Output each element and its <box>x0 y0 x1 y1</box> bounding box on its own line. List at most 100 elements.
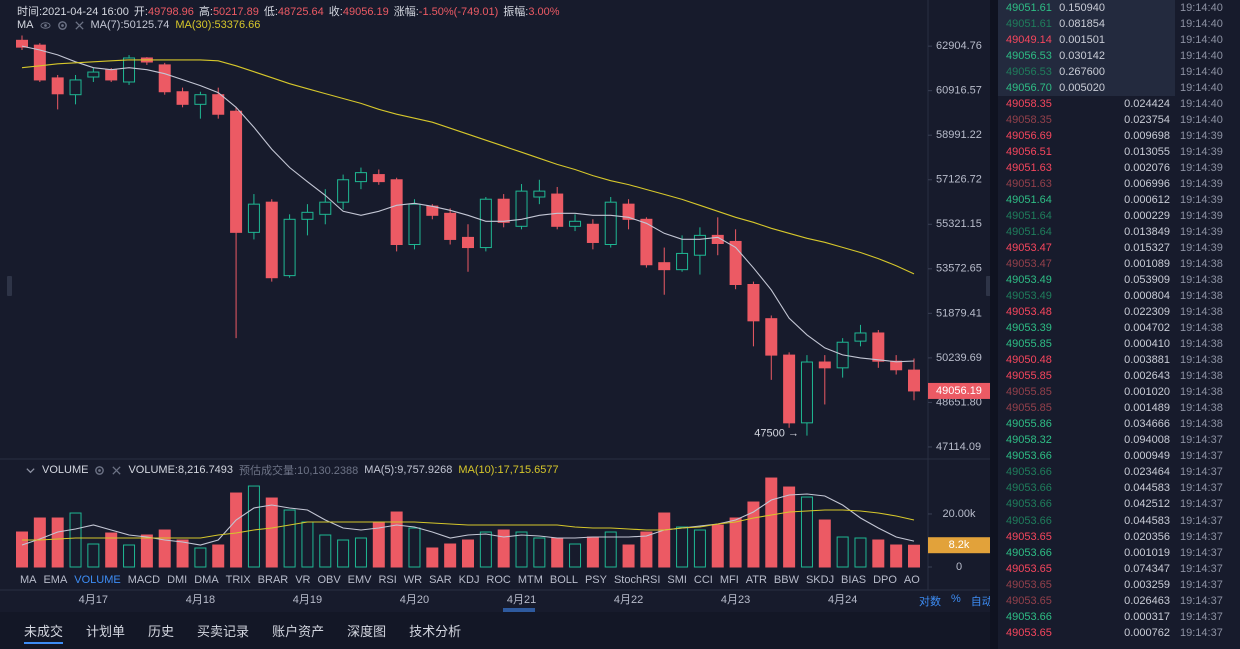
y-tick-label: 48651.80 <box>936 396 982 408</box>
close-icon[interactable] <box>111 465 122 476</box>
splitter[interactable] <box>990 0 998 649</box>
axis-option[interactable]: 自动 <box>970 596 993 608</box>
bottom-tab[interactable]: 未成交 <box>24 621 64 644</box>
volume-bar <box>283 509 296 568</box>
indicator-tab[interactable]: ROC <box>486 574 511 586</box>
trade-row: 49053.66 0.044583 19:14:37 <box>998 480 1240 496</box>
indicator-tab[interactable]: BOLL <box>549 574 578 586</box>
trade-row: 49049.14 0.001501 19:14:40 <box>998 32 1223 49</box>
indicator-tab[interactable]: VR <box>295 574 311 586</box>
trade-time: 19:14:38 <box>1180 274 1223 287</box>
indicator-tab[interactable]: BRAR <box>257 574 289 586</box>
indicator-tab[interactable]: DPO <box>873 574 897 586</box>
trade-time: 19:14:39 <box>1180 178 1223 191</box>
y-tick-label: 20.00k <box>942 508 976 520</box>
volume-tag-label: 8.2k <box>949 539 970 551</box>
trade-row: 49055.85 0.000410 19:14:38 <box>998 336 1240 352</box>
bottom-tab[interactable]: 账户资产 <box>272 624 325 639</box>
indicator-tab[interactable]: TRIX <box>225 574 251 586</box>
indicator-tab[interactable]: MFI <box>719 574 739 586</box>
indicator-tab[interactable]: DMI <box>167 574 188 586</box>
volume-bar <box>551 537 564 568</box>
indicator-tab[interactable]: VOLUME <box>74 574 121 586</box>
y-tick-label: 55321.15 <box>936 218 982 230</box>
y-tick-label: 62904.76 <box>936 40 982 52</box>
indicator-tab[interactable]: StochRSI <box>613 574 661 586</box>
candle-body <box>462 236 474 249</box>
trade-time: 19:14:40 <box>1180 18 1223 31</box>
indicator-tab[interactable]: AO <box>903 574 920 586</box>
trade-amount: 0.003881 <box>1124 354 1170 367</box>
info-item: 收:49056.19 <box>329 3 389 19</box>
indicator-tab[interactable]: CCI <box>693 574 713 586</box>
indicator-tab[interactable]: RSI <box>378 574 397 586</box>
indicator-tab[interactable]: EMV <box>347 574 372 586</box>
close-icon[interactable] <box>74 20 85 31</box>
indicator-tab[interactable]: DMA <box>194 574 219 586</box>
trade-time: 19:14:38 <box>1180 306 1223 319</box>
trade-row: 49053.66 0.044583 19:14:37 <box>998 513 1240 529</box>
indicator-tab[interactable]: KDJ <box>458 574 480 586</box>
trade-price: 49053.47 <box>1006 242 1052 255</box>
candle-body <box>212 94 225 115</box>
indicator-tab[interactable]: EMA <box>43 574 68 586</box>
indicator-tab[interactable]: OBV <box>317 574 341 586</box>
chart-area: 62904.76 60916.57 58991.22 57126.72 55321.15… <box>0 0 990 612</box>
trade-time: 19:14:38 <box>1180 370 1223 383</box>
trade-amount: 0.002076 <box>1124 162 1170 175</box>
trade-price: 49055.86 <box>1006 418 1052 431</box>
trade-time: 19:14:40 <box>1180 66 1223 79</box>
candle-body <box>908 369 920 392</box>
bottom-tab[interactable]: 历史 <box>148 624 175 639</box>
volume-bar <box>87 543 100 568</box>
axis-option[interactable]: % <box>951 593 961 605</box>
trade-time: 19:14:38 <box>1180 386 1223 399</box>
x-tick-label: 4月22 <box>614 594 643 606</box>
candle-body <box>16 39 28 48</box>
indicator-tab[interactable]: SKDJ <box>805 574 835 586</box>
trade-time: 19:14:37 <box>1180 578 1223 591</box>
eye-icon[interactable] <box>39 20 51 31</box>
indicator-tab[interactable]: MA <box>20 574 37 586</box>
info-label: 开: <box>133 6 148 18</box>
axis-option[interactable]: 对数 <box>919 596 941 608</box>
volume-bar <box>212 544 225 568</box>
trade-price: 49049.14 <box>1006 34 1052 47</box>
indicator-tab[interactable]: ATR <box>745 574 767 586</box>
indicator-tab[interactable]: MACD <box>127 574 161 586</box>
indicator-tab[interactable]: BIAS <box>841 574 867 586</box>
volume-bar <box>140 534 153 568</box>
candle-body <box>337 179 350 203</box>
bottom-tab[interactable]: 买卖记录 <box>197 624 250 639</box>
trade-price: 49050.48 <box>1006 354 1052 367</box>
volume-bar <box>123 544 136 568</box>
settings-icon[interactable] <box>57 20 68 31</box>
trade-amount: 0.003259 <box>1124 578 1170 591</box>
indicator-tab[interactable]: BBW <box>773 574 799 586</box>
volume-bar <box>676 526 689 568</box>
volume-bar <box>497 529 510 568</box>
trade-amount: 0.005020 <box>1059 82 1105 95</box>
volume-bar <box>836 536 849 568</box>
trade-amount: 0.001501 <box>1059 34 1105 47</box>
volume-bar <box>69 512 82 568</box>
bottom-tab[interactable]: 技术分析 <box>409 624 462 639</box>
bottom-tab[interactable]: 深度图 <box>347 624 387 639</box>
settings-icon[interactable] <box>94 465 105 476</box>
indicator-tab[interactable]: SMI <box>667 574 687 586</box>
indicator-tab[interactable]: SAR <box>429 574 452 586</box>
trade-price: 49053.66 <box>1006 482 1052 495</box>
candle-body <box>711 234 724 244</box>
info-item: 时间:2021-04-24 16:00 <box>17 3 129 19</box>
indicator-tab[interactable]: WR <box>403 574 423 586</box>
collapse-icon[interactable] <box>25 465 36 476</box>
ma-line <box>21 493 915 546</box>
trade-amount: 0.020356 <box>1124 530 1170 543</box>
trade-row: 49051.64 0.000612 19:14:39 <box>998 192 1240 208</box>
indicator-tabs: MA EMA VOLUME MACD DMI DMA TRIX BRAR VR OBV EMV RSI… <box>20 574 920 586</box>
indicator-tab[interactable]: MTM <box>517 574 543 586</box>
indicator-tab[interactable]: PSY <box>584 574 607 586</box>
volume-bar <box>408 527 421 568</box>
bottom-tab[interactable]: 计划单 <box>86 624 126 639</box>
ma30-legend: MA(30):53376.66 <box>175 19 261 31</box>
